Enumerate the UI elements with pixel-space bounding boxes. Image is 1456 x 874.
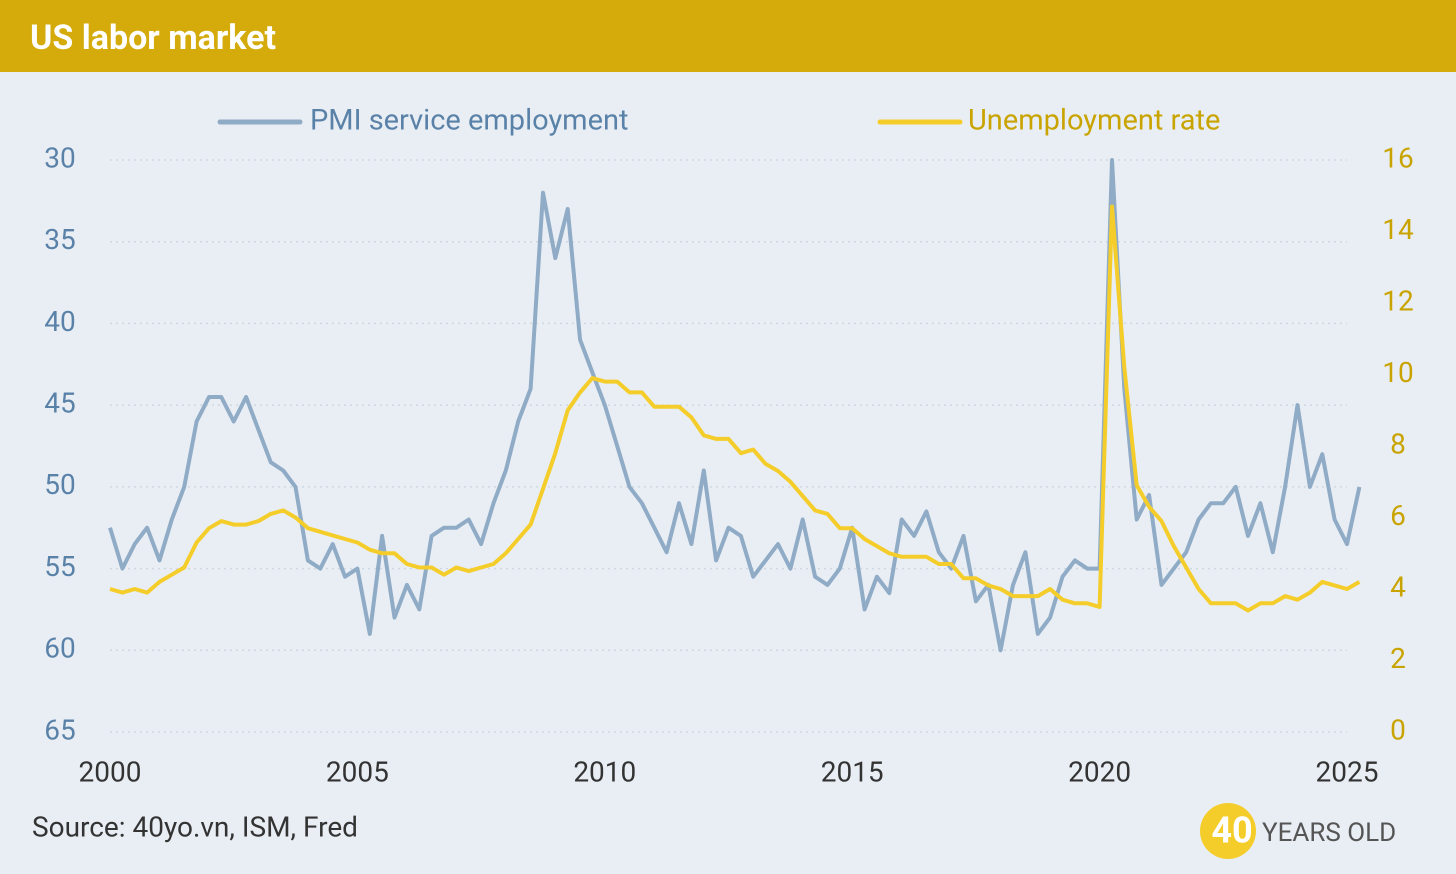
y2-tick-label: 8 xyxy=(1390,427,1406,460)
y-tick-label: 40 xyxy=(44,305,75,338)
y-tick-label: 55 xyxy=(44,550,75,583)
chart-title: US labor market xyxy=(30,18,276,58)
x-tick-label: 2000 xyxy=(79,755,142,788)
legend-label: PMI service employment xyxy=(310,104,628,138)
y-tick-label: 60 xyxy=(44,632,75,665)
y-tick-label: 45 xyxy=(44,387,75,420)
y2-tick-label: 10 xyxy=(1382,356,1413,389)
y2-tick-label: 2 xyxy=(1390,642,1406,675)
y-tick-label: 35 xyxy=(44,223,75,256)
x-tick-label: 2025 xyxy=(1316,755,1379,788)
y-tick-label: 30 xyxy=(44,141,75,174)
legend-label: Unemployment rate xyxy=(968,104,1220,138)
y2-tick-label: 12 xyxy=(1382,284,1413,317)
logo-number: 40 xyxy=(1211,810,1252,852)
x-tick-label: 2015 xyxy=(821,755,884,788)
y-tick-label: 65 xyxy=(44,713,75,746)
x-tick-label: 2020 xyxy=(1068,755,1131,788)
line-series xyxy=(109,204,1361,613)
y2-tick-label: 16 xyxy=(1382,141,1413,174)
header-bar xyxy=(0,0,1456,72)
x-tick-label: 2010 xyxy=(573,755,636,788)
y2-tick-label: 14 xyxy=(1382,213,1414,246)
y2-tick-label: 6 xyxy=(1390,499,1406,532)
logo-circle xyxy=(1200,803,1256,859)
y2-tick-label: 4 xyxy=(1390,570,1406,603)
source: Source: 40yo.vn, ISM, Fred xyxy=(32,810,358,843)
logo-text: YEARS OLD xyxy=(1262,818,1396,848)
y2-tick-label: 0 xyxy=(1390,713,1406,746)
y-tick-label: 50 xyxy=(44,468,75,501)
x-tick-label: 2005 xyxy=(326,755,389,788)
